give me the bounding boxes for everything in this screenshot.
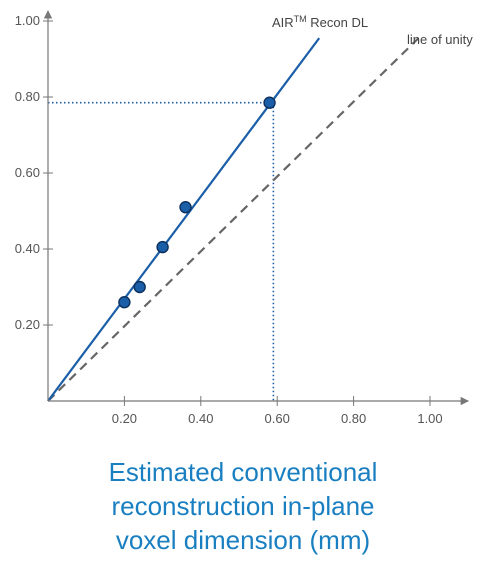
data-point <box>156 240 169 254</box>
y-tick-label: 0.80 <box>15 89 40 104</box>
fit-line <box>47 37 321 402</box>
chart: 0.20 0.40 0.60 0.80 1.00 0.20 0.40 0.60 0.80 1.00… <box>15 10 473 426</box>
x-tick-label: 0.80 <box>341 411 366 426</box>
y-tick-label: 0.40 <box>15 241 40 256</box>
y-tick-label: 0.20 <box>15 317 40 332</box>
data-point <box>179 200 192 214</box>
x-axis-label: Estimated conventional reconstruction in… <box>0 455 486 557</box>
unity-line <box>47 37 420 402</box>
x-tick-label: 0.20 <box>112 411 137 426</box>
x-tick-label: 0.40 <box>188 411 213 426</box>
x-tick-label: 0.60 <box>265 411 290 426</box>
data-point <box>133 280 146 294</box>
fit-line-label: AIRTM Recon DL <box>272 14 368 30</box>
x-axis-label-line-1: Estimated conventional <box>108 457 378 487</box>
data-point <box>118 296 131 309</box>
x-tick-label: 1.00 <box>417 411 442 426</box>
chart-svg: 0.20 0.40 0.60 0.80 1.00 0.20 0.40 0.60 0.80 1.00… <box>15 10 473 426</box>
x-axis-label-line-2: reconstruction in-plane <box>111 491 375 521</box>
x-axis-label-line-3: voxel dimension (mm) <box>115 525 371 555</box>
unity-line-label: line of unity <box>407 32 473 47</box>
y-tick-label: 0.60 <box>15 165 40 180</box>
data-point <box>263 96 276 109</box>
y-tick-label: 1.00 <box>15 13 40 28</box>
